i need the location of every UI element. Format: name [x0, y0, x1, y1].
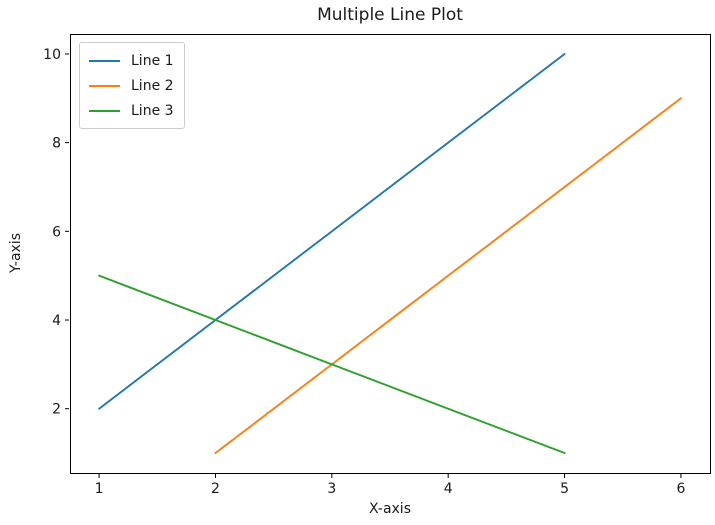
axes-spines [70, 34, 711, 474]
legend-label: Line 1 [131, 52, 174, 69]
y-tick-label: 4 [52, 313, 61, 329]
legend-label: Line 3 [131, 102, 174, 119]
y-tick-label: 8 [52, 136, 61, 152]
legend-label: Line 2 [131, 77, 174, 94]
x-tick-label: 5 [560, 481, 569, 497]
series-line-line-3 [98, 274, 566, 454]
x-axis-label: X-axis [369, 501, 411, 517]
legend-line-swatch [89, 59, 120, 62]
legend: Line 1 Line 2 Line 3 [79, 42, 185, 129]
y-tick-label: 10 [43, 47, 61, 63]
y-axis-label: Y-axis [8, 233, 24, 273]
legend-line-swatch [89, 109, 120, 112]
legend-line-swatch [89, 84, 120, 87]
series-line-line-1 [98, 53, 566, 410]
x-tick-label: 4 [444, 481, 453, 497]
y-tick-label: 2 [52, 402, 61, 418]
y-tick-label: 6 [52, 224, 61, 240]
x-tick-label: 6 [676, 481, 685, 497]
x-tick-label: 2 [211, 481, 220, 497]
legend-entry: Line 3 [89, 98, 174, 123]
series-line-line-2 [214, 97, 682, 454]
x-tick-label: 3 [327, 481, 336, 497]
legend-entry: Line 2 [89, 73, 174, 98]
legend-entry: Line 1 [89, 48, 174, 73]
x-tick-label: 1 [95, 481, 104, 497]
chart-title: Multiple Line Plot [317, 5, 463, 25]
